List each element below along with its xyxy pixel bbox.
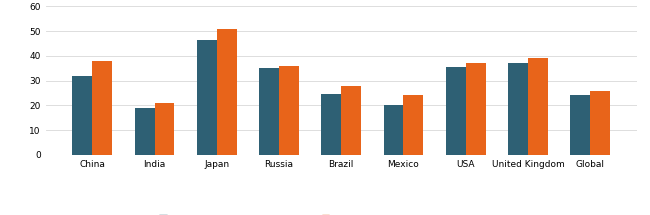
Bar	[384, 105, 404, 155]
Bar	[341, 86, 361, 155]
Bar	[135, 108, 155, 155]
Bar	[92, 61, 112, 155]
Bar	[590, 91, 610, 155]
Bar	[72, 76, 92, 155]
Bar	[465, 63, 486, 155]
Bar	[508, 63, 528, 155]
Bar	[528, 58, 548, 155]
Bar	[279, 66, 299, 155]
Legend: % of 50+ total population 2018, % of 50+ total population 2025: % of 50+ total population 2018, % of 50+…	[156, 211, 479, 215]
Bar	[259, 68, 279, 155]
Bar	[217, 29, 237, 155]
Bar	[155, 103, 174, 155]
Bar	[197, 40, 217, 155]
Bar	[446, 67, 465, 155]
Bar	[570, 95, 590, 155]
Bar	[404, 95, 423, 155]
Bar	[321, 94, 341, 155]
